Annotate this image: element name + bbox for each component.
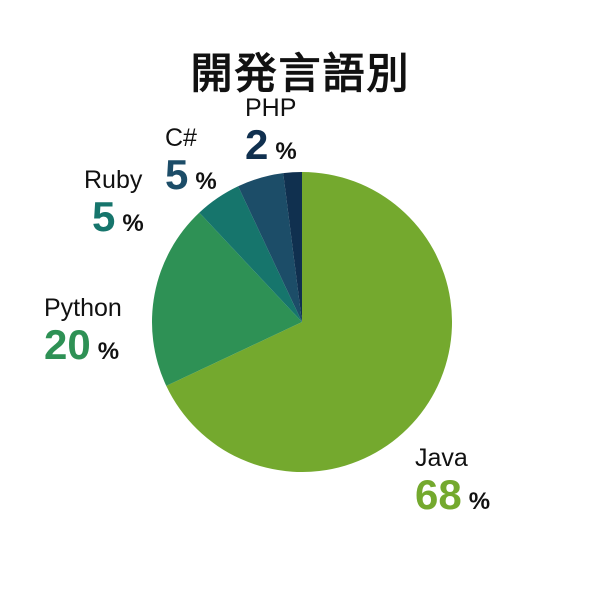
pie-chart-area	[152, 172, 453, 472]
label-python: Python 20 %	[44, 294, 122, 366]
pie-slice-python	[152, 212, 302, 386]
label-csharp: C# 5 %	[165, 124, 217, 196]
label-csharp-value-row: 5 %	[165, 150, 217, 198]
pie-slice-ruby	[199, 186, 302, 322]
chart-title: 開発言語別	[190, 50, 411, 97]
pie-slice-c	[238, 173, 302, 322]
label-python-value-row: 20 %	[44, 320, 122, 368]
pie-slice-php	[283, 172, 302, 322]
label-csharp-value: 5	[165, 150, 189, 198]
label-php-value: 2	[245, 120, 269, 168]
label-csharp-unit: %	[195, 167, 217, 195]
label-ruby-value-row: 5 %	[84, 192, 144, 240]
pie-chart	[152, 172, 453, 472]
label-java-value: 68	[415, 470, 462, 518]
label-python-value: 20	[44, 320, 91, 368]
label-php-value-row: 2 %	[245, 120, 297, 168]
label-ruby-value: 5	[92, 192, 116, 240]
label-ruby-unit: %	[122, 209, 144, 237]
label-java-name: Java	[415, 444, 468, 472]
label-python-unit: %	[97, 337, 120, 365]
label-ruby: Ruby 5 %	[84, 166, 144, 238]
label-java-value-row: 68 %	[415, 470, 491, 518]
label-java-unit: %	[468, 487, 491, 515]
label-php: PHP 2 %	[245, 94, 297, 166]
label-php-name: PHP	[245, 94, 297, 122]
label-ruby-name: Ruby	[84, 166, 143, 194]
label-java: Java 68 %	[415, 444, 490, 516]
pie-slice-java	[166, 172, 453, 472]
label-python-name: Python	[44, 294, 122, 322]
label-php-unit: %	[275, 137, 297, 165]
label-csharp-name: C#	[165, 124, 197, 152]
